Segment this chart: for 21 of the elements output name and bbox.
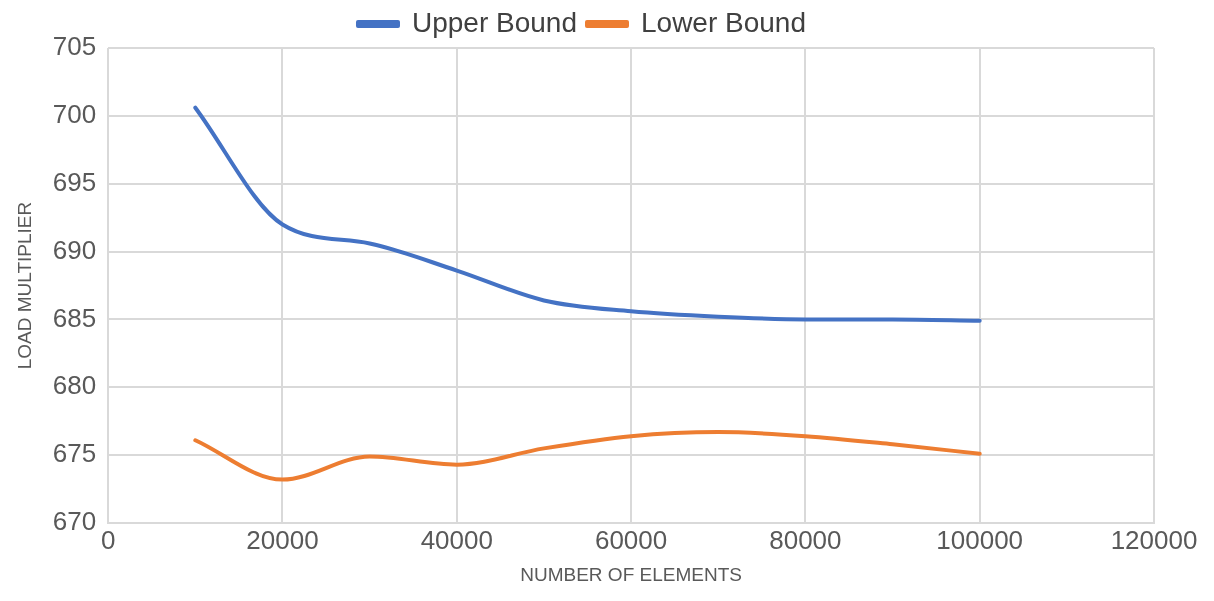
x-tick-label: 40000 [420,524,493,555]
y-tick-label: 680 [52,370,97,401]
legend-label: Upper Bound [411,6,578,38]
y-tick-label: 675 [52,438,97,469]
y-tick-label: 705 [52,31,97,62]
x-tick-label: 100000 [936,524,1024,555]
y-tick-label: 690 [52,234,97,265]
y-tick-label: 695 [52,166,97,197]
line-series [193,105,982,323]
y-tick-label: 700 [52,99,97,130]
legend-label: Lower Bound [641,6,807,38]
x-tick-label: 60000 [594,524,668,555]
x-tick-label: 20000 [246,524,319,555]
x-tick-label: 120000 [1110,524,1198,555]
y-axis-title: LOAD MULTIPLIER [13,201,35,370]
y-tick-label: 670 [52,506,97,537]
y-tick-label: 685 [52,302,97,333]
line-series [193,430,982,482]
x-tick-label: 80000 [769,524,842,555]
x-axis-title: NUMBER OF ELEMENTS [520,563,742,585]
x-tick-label: 0 [100,524,116,555]
